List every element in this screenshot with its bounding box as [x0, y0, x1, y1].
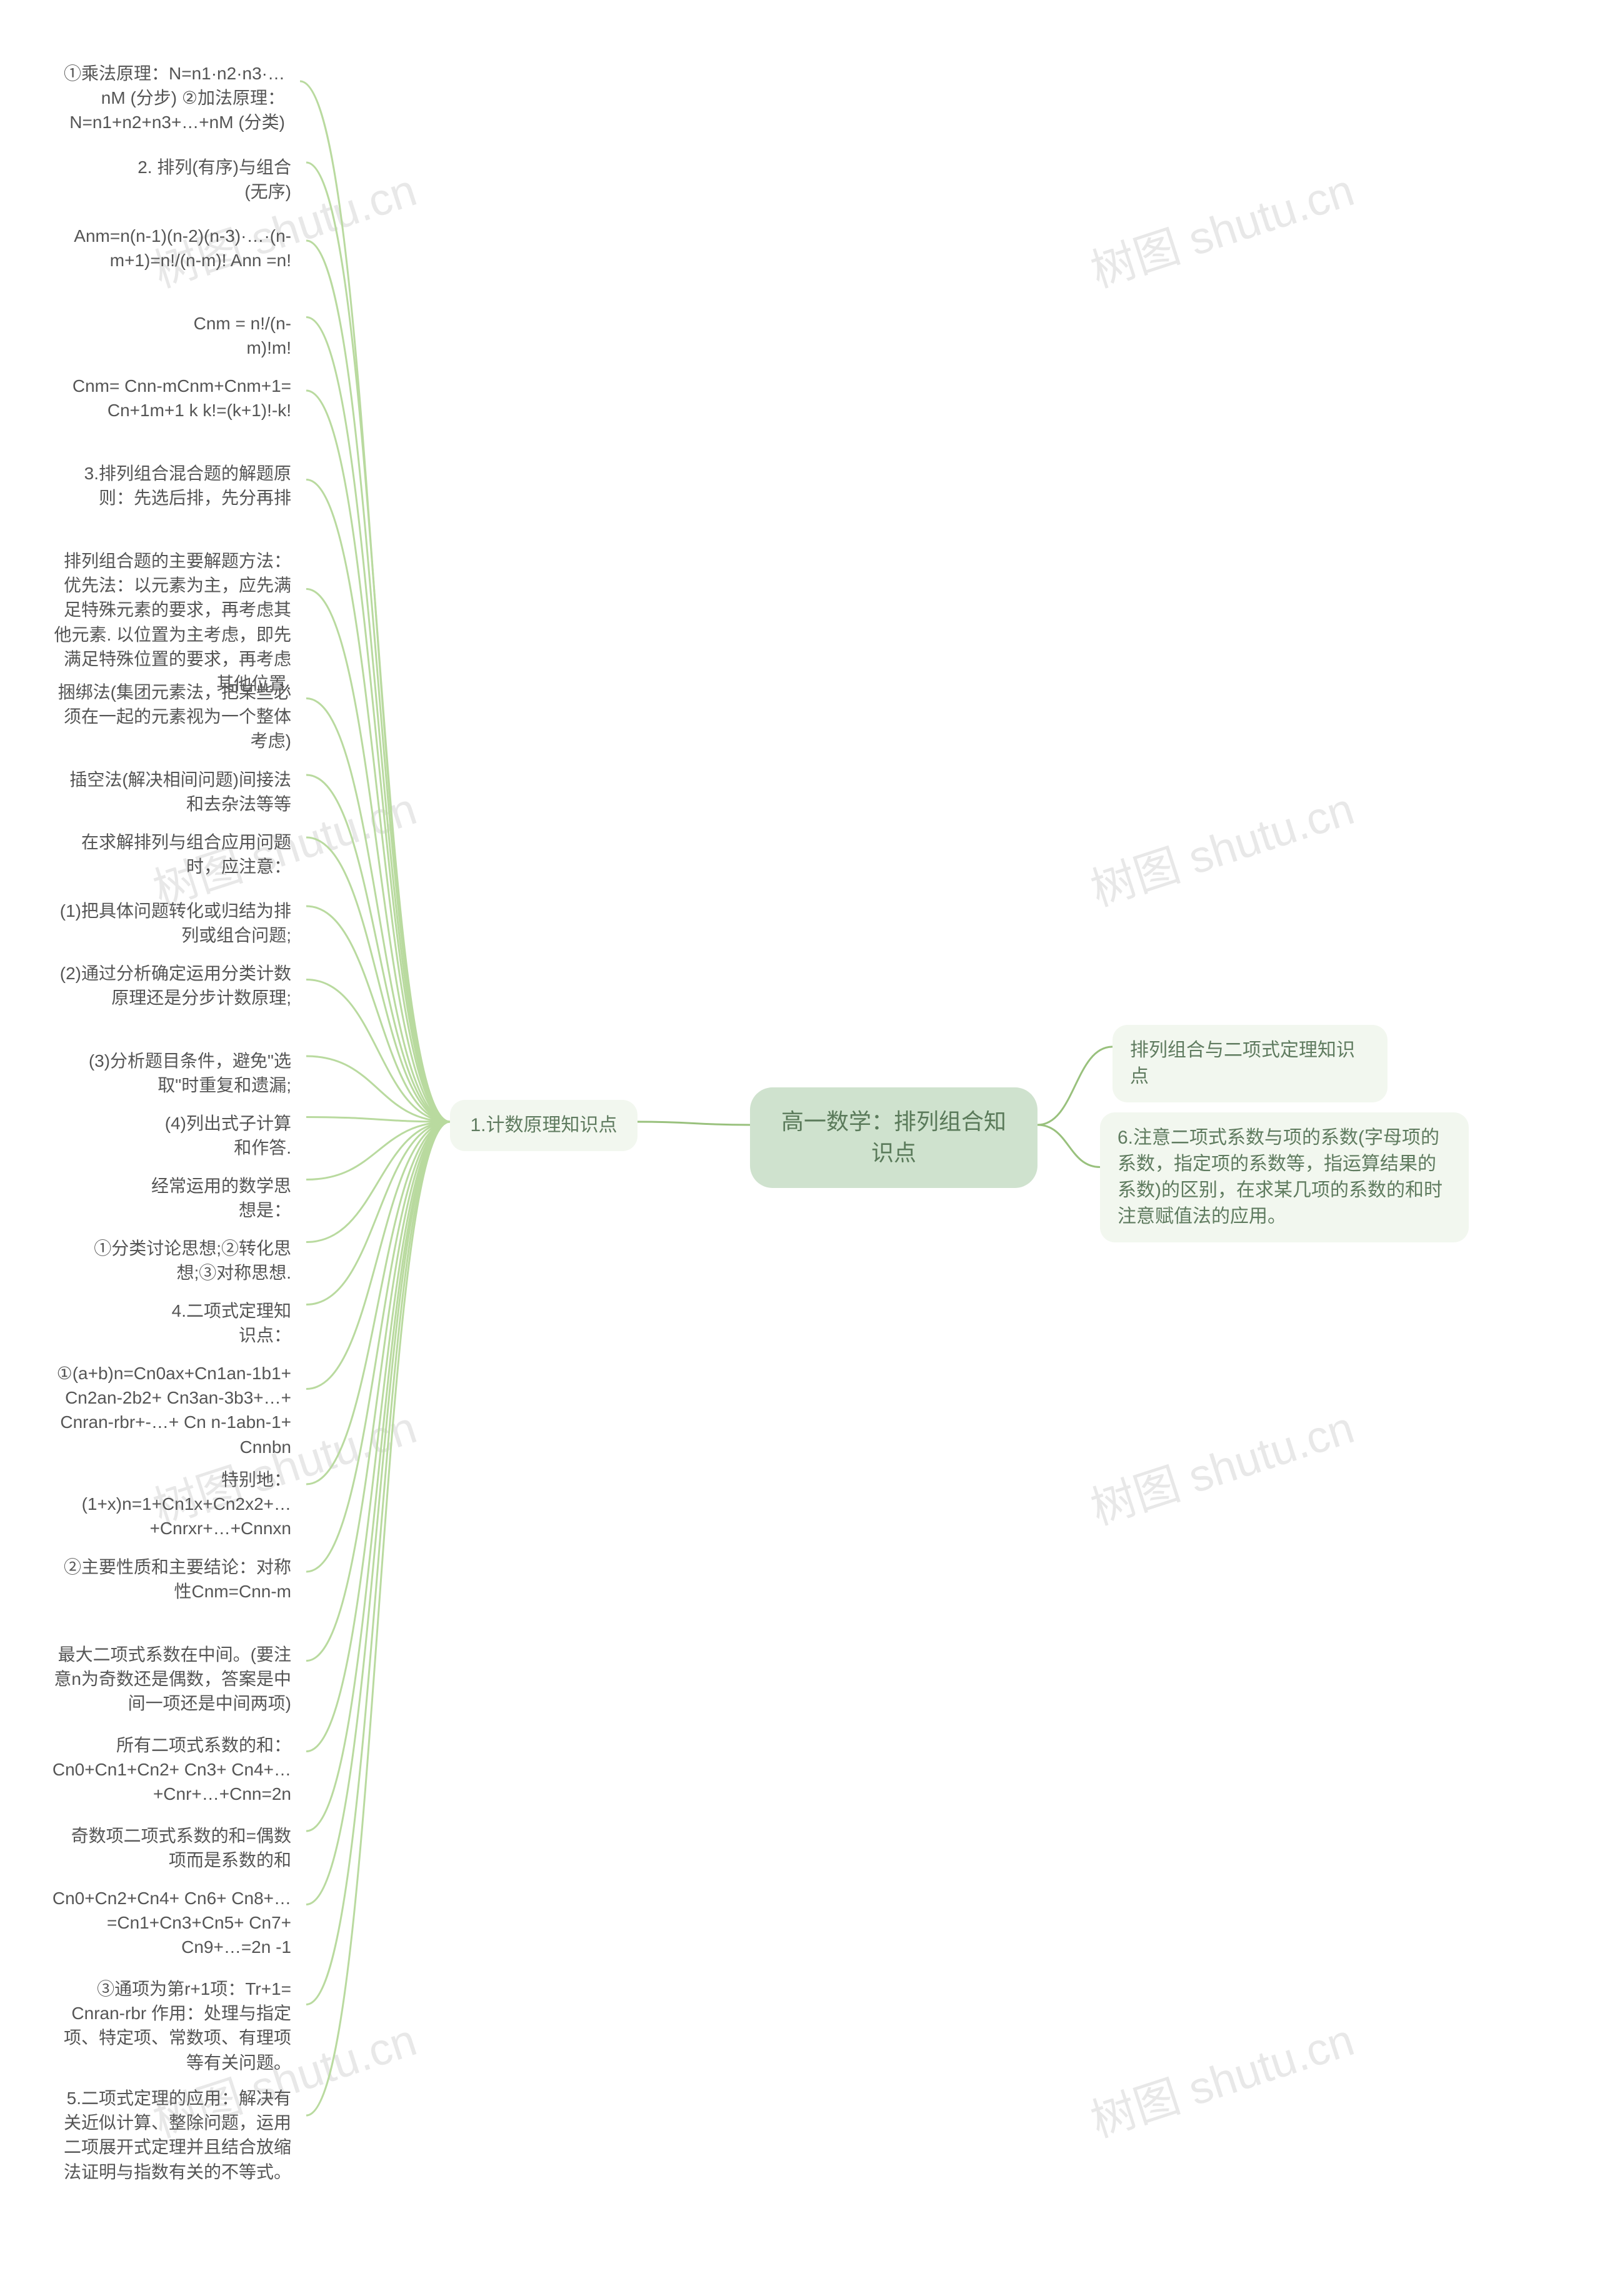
left-leaf-1: 2. 排列(有序)与组合(无序) — [119, 144, 306, 215]
left-leaf-4: Cnm= Cnn-mCnm+Cnm+1= Cn+1m+1 k k!=(k+1)!… — [34, 362, 306, 434]
left-leaf-12: (3)分析题目条件，避免"选取"时重复和遗漏; — [44, 1037, 306, 1109]
left-leaf-0: ①乘法原理：N=n1·n2·n3·…nM (分步) ②加法原理：N=n1+n2+… — [38, 50, 300, 146]
left-leaf-19: ②主要性质和主要结论：对称性Cnm=Cnn-m — [34, 1544, 306, 1615]
left-leaf-17: ①(a+b)n=Cn0ax+Cn1an-1b1+ Cn2an-2b2+ Cn3a… — [34, 1350, 306, 1470]
left-branch-node: 1.计数原理知识点 — [450, 1100, 638, 1151]
watermark: 树图 shutu.cn — [1081, 153, 1361, 300]
left-leaf-11: (2)通过分析确定运用分类计数原理还是分步计数原理; — [34, 950, 306, 1021]
left-leaf-25: 5.二项式定理的应用：解决有关近似计算、整除问题，运用二项展开式定理并且结合放缩… — [34, 2075, 306, 2195]
left-leaf-22: 奇数项二项式系数的和=偶数项而是系数的和 — [41, 1812, 306, 1884]
right-branch-0: 排列组合与二项式定理知识点 — [1112, 1025, 1388, 1102]
left-leaf-20: 最大二项式系数在中间。(要注意n为奇数还是偶数，答案是中间一项还是中间两项) — [34, 1631, 306, 1727]
watermark: 树图 shutu.cn — [1081, 2003, 1361, 2150]
right-branch-1: 6.注意二项式系数与项的系数(字母项的系数，指定项的系数等，指运算结果的系数)的… — [1100, 1112, 1469, 1242]
left-leaf-16: 4.二项式定理知识点： — [156, 1287, 306, 1359]
left-leaf-18: 特别地：(1+x)n=1+Cn1x+Cn2x2+…+Cnrxr+…+Cnnxn — [34, 1456, 306, 1552]
left-leaf-10: (1)把具体问题转化或归结为排列或组合问题; — [41, 887, 306, 959]
left-leaf-9: 在求解排列与组合应用问题时，应注意： — [62, 819, 306, 890]
left-leaf-13: (4)列出式子计算和作答. — [138, 1100, 306, 1171]
root-node: 高一数学：排列组合知识点 — [750, 1087, 1038, 1188]
left-leaf-23: Cn0+Cn2+Cn4+ Cn6+ Cn8+…=Cn1+Cn3+Cn5+ Cn7… — [34, 1875, 306, 1971]
watermark: 树图 shutu.cn — [1081, 772, 1361, 919]
left-leaf-14: 经常运用的数学思想是： — [131, 1162, 306, 1234]
left-leaf-15: ①分类讨论思想;②转化思想;③对称思想. — [56, 1225, 306, 1296]
left-leaf-5: 3.排列组合混合题的解题原则：先选后排，先分再排 — [34, 450, 306, 521]
left-leaf-7: 捆绑法(集团元素法，把某些必须在一起的元素视为一个整体考虑) — [34, 669, 306, 765]
watermark: 树图 shutu.cn — [1081, 1390, 1361, 1537]
left-leaf-8: 插空法(解决相间问题)间接法和去杂法等等 — [47, 756, 306, 827]
left-leaf-21: 所有二项式系数的和：Cn0+Cn1+Cn2+ Cn3+ Cn4+…+Cnr+…+… — [34, 1722, 306, 1818]
left-leaf-3: Cnm = n!/(n-m)!m! — [169, 300, 306, 371]
left-leaf-24: ③通项为第r+1项：Tr+1= Cnran-rbr 作用：处理与指定项、特定项、… — [34, 1965, 306, 2086]
left-leaf-2: Anm=n(n-1)(n-2)(n-3)·…·(n-m+1)=n!/(n-m)!… — [38, 212, 306, 284]
mindmap-canvas: 树图 shutu.cn 树图 shutu.cn 树图 shutu.cn 树图 shut… — [0, 0, 1600, 2296]
